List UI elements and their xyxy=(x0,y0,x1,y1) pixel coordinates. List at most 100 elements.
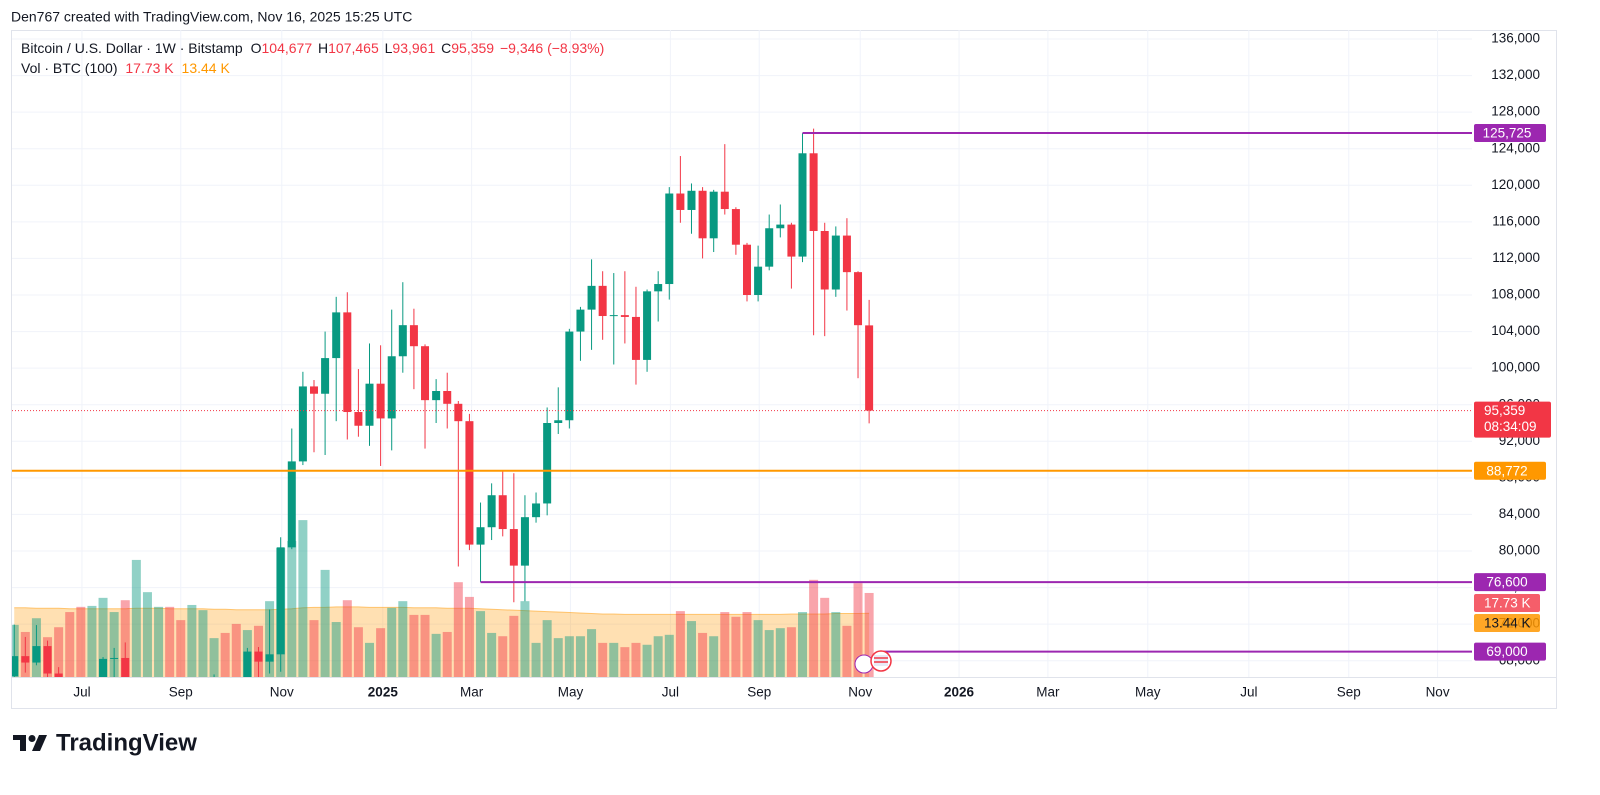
candle-body xyxy=(232,706,240,708)
candle-body xyxy=(354,412,363,426)
candle-body xyxy=(698,190,707,239)
volume-bar xyxy=(453,582,463,677)
volume-bar xyxy=(775,628,785,677)
volume-bar xyxy=(664,634,674,677)
plot xyxy=(12,128,1472,708)
volume-bar xyxy=(809,579,819,677)
volume-bar xyxy=(176,620,186,677)
candle-body xyxy=(12,656,19,677)
volume-bar xyxy=(109,612,119,677)
volume-bar xyxy=(131,559,141,677)
volume-bar xyxy=(609,642,619,677)
volume-bar xyxy=(487,632,497,677)
volume-bar xyxy=(698,632,708,677)
candle-body xyxy=(121,657,130,677)
volume-bar xyxy=(542,620,552,677)
volume-bar xyxy=(320,569,330,677)
x-tick-label: Jul xyxy=(73,685,90,700)
volume-bar xyxy=(598,642,608,677)
volume-bar xyxy=(509,615,519,677)
candle-body xyxy=(210,683,218,701)
candle-body xyxy=(509,529,518,566)
volume-last-label: 17.73 K xyxy=(1484,596,1531,611)
volume-bar xyxy=(365,642,375,677)
x-tick-label: Jul xyxy=(1240,685,1257,700)
level-box xyxy=(1474,573,1546,592)
candle-body xyxy=(831,235,840,290)
volume-bar xyxy=(209,638,219,677)
x-tick-label: Mar xyxy=(460,685,484,700)
candle-body xyxy=(465,421,474,545)
brand: TradingView xyxy=(56,729,197,756)
y-tick-label: 128,000 xyxy=(1491,104,1540,119)
candle-body xyxy=(543,423,552,504)
volume-bar xyxy=(564,636,574,677)
y-tick-label: 84,000 xyxy=(1499,506,1540,521)
candle-body xyxy=(343,312,352,413)
candle-body xyxy=(298,386,307,462)
volume-ma-line xyxy=(14,606,870,615)
volume-bar xyxy=(798,612,808,677)
volume-bar xyxy=(720,612,730,677)
candle-body xyxy=(498,495,507,530)
l-value: 93,961 xyxy=(392,40,435,56)
candle-body xyxy=(409,325,418,347)
x-tick-label: Nov xyxy=(1426,685,1450,700)
level-box xyxy=(1474,461,1546,480)
y-tick-label: 124,000 xyxy=(1491,140,1540,155)
volume-bar xyxy=(620,647,630,677)
volume-bar xyxy=(764,630,774,677)
candle-body xyxy=(221,683,229,706)
candle-body xyxy=(643,291,652,360)
level-label: 88,772 xyxy=(1486,463,1527,478)
level-label: 125,725 xyxy=(1483,126,1532,141)
volume-bar xyxy=(498,636,508,677)
volume-bar xyxy=(642,644,652,677)
volume-bar xyxy=(120,600,130,677)
volume-bar xyxy=(742,612,752,677)
c-value: 95,359 xyxy=(451,40,494,56)
volume-bar xyxy=(531,642,541,677)
symbol: Bitcoin / U.S. Dollar · 1W · Bitstamp xyxy=(21,40,243,56)
candle-body xyxy=(276,547,285,655)
candle-body xyxy=(43,646,52,674)
candle-body xyxy=(554,420,563,424)
volume-bar xyxy=(520,601,530,677)
logo-part xyxy=(28,735,36,742)
candle-body xyxy=(576,309,585,332)
candle-body xyxy=(854,272,863,326)
l-key: L xyxy=(385,40,393,56)
volume-bar xyxy=(353,627,363,677)
y-tick-label: 132,000 xyxy=(1491,67,1540,82)
y-tick-label: 80,000 xyxy=(1499,543,1540,558)
volume-bar xyxy=(842,625,852,677)
candle-body xyxy=(676,193,685,210)
volume-bar xyxy=(631,642,641,677)
candle-body xyxy=(265,654,274,662)
volume-bar xyxy=(165,606,175,677)
y-tick-label: 100,000 xyxy=(1491,360,1540,375)
volume-bar xyxy=(786,627,796,677)
candle-body xyxy=(765,228,774,267)
candle-body xyxy=(432,390,441,401)
x-tick-label: 2025 xyxy=(368,685,399,700)
level-label: 69,000 xyxy=(1486,644,1527,659)
x-tick-label: Nov xyxy=(270,685,294,700)
candle-body xyxy=(487,495,496,528)
x-tick-label: Nov xyxy=(848,685,872,700)
candle-body xyxy=(254,651,263,662)
watermark: Den767 created with TradingView.com, Nov… xyxy=(11,9,412,25)
candle-body xyxy=(809,153,818,231)
volume-bar xyxy=(387,607,397,677)
candle-body xyxy=(720,191,729,210)
volume-bar xyxy=(287,540,297,677)
candle-body xyxy=(476,527,485,545)
y-tick-label: 136,000 xyxy=(1491,31,1540,46)
x-tick-label: Sep xyxy=(1337,685,1361,700)
y-tick-label: 112,000 xyxy=(1492,250,1540,265)
candle-body xyxy=(687,190,696,210)
candle-body xyxy=(520,517,529,566)
volume-bar xyxy=(575,636,585,677)
volume-bar xyxy=(753,620,763,677)
